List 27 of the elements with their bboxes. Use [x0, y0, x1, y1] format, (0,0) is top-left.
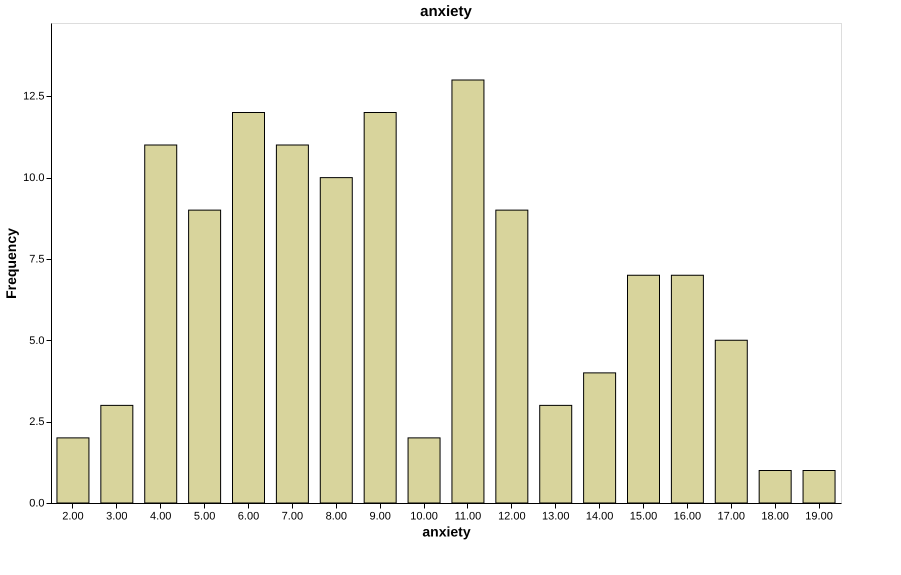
x-tick-label: 14.00 [586, 510, 614, 522]
chart-title: anxiety [420, 3, 472, 20]
y-tick-label: 5.0 [29, 334, 44, 347]
x-tick-label: 17.00 [718, 510, 746, 522]
x-tick-label: 19.00 [805, 510, 833, 522]
x-tick-label: 3.00 [106, 510, 128, 522]
x-tick-label: 2.00 [62, 510, 84, 522]
y-tick-label: 12.5 [23, 90, 44, 103]
x-tick-label: 12.00 [498, 510, 526, 522]
x-tick-label: 8.00 [326, 510, 347, 522]
y-tick-label: 7.5 [29, 253, 44, 266]
x-tick-label: 11.00 [454, 510, 482, 522]
x-tick-label: 16.00 [674, 510, 702, 522]
x-tick-label: 15.00 [630, 510, 658, 522]
y-tick-label: 2.5 [29, 416, 44, 428]
x-tick-label: 5.00 [194, 510, 216, 522]
x-tick-label: 9.00 [369, 510, 391, 522]
x-tick-label: 4.00 [150, 510, 172, 522]
x-tick-label: 10.00 [410, 510, 438, 522]
y-axis-title: Frequency [3, 228, 20, 299]
x-tick-label: 6.00 [238, 510, 260, 522]
y-tick-label: 10.0 [23, 172, 44, 184]
x-tick-label: 13.00 [542, 510, 570, 522]
x-axis-title: anxiety [422, 524, 471, 540]
x-tick-label: 7.00 [282, 510, 304, 522]
y-tick-label: 0.0 [29, 498, 44, 510]
x-tick-label: 18.00 [761, 510, 789, 522]
